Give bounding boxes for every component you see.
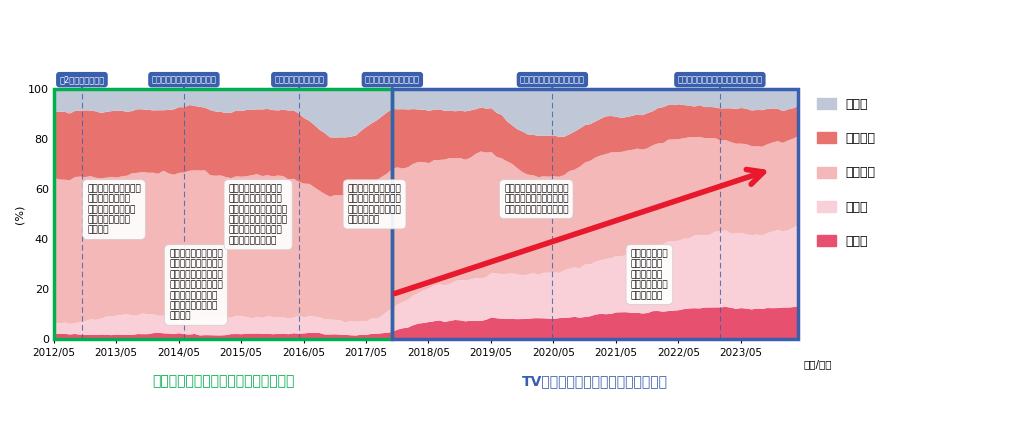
Text: 世界の景気減速懸念が広がる: 世界の景気減速懸念が広がる xyxy=(152,75,216,84)
Text: 北朝鮮問題などで顔在
化し始めた地政学的リ
スクに備えて現金等の
比率を上昇。: 北朝鮮問題などで顔在 化し始めた地政学的リ スクに備えて現金等の 比率を上昇。 xyxy=(348,184,401,224)
Text: 従来は超小型から中小型株中心の運用: 従来は超小型から中小型株中心の運用 xyxy=(152,375,294,388)
Legend: 現金等, 超小型株, 中小型株, 大型株, 海外株: 現金等, 超小型株, 中小型株, 大型株, 海外株 xyxy=(812,93,881,253)
Text: 物価上昇による米金融政策転換の影響: 物価上昇による米金融政策転換の影響 xyxy=(678,75,763,84)
Y-axis label: (%): (%) xyxy=(15,205,25,224)
Text: 日本銀行や公的年金等
の資金流入期待を背景
に、日経平均株価上昇。
大型・中小型・超小型株
のバランスを意識した
ポートフォリオに。: 日本銀行や公的年金等 の資金流入期待を背景 に、日経平均株価上昇。 大型・中小型… xyxy=(228,184,288,245)
Text: TV出演後大型株と海外株中心へ移行: TV出演後大型株と海外株中心へ移行 xyxy=(522,375,669,388)
Text: インフレによる
相場状況の変
化に対応する
ため、大型株の
比率を上昇。: インフレによる 相場状況の変 化に対応する ため、大型株の 比率を上昇。 xyxy=(631,249,669,300)
Text: 大型株主導の株式相場: 大型株主導の株式相場 xyxy=(274,75,325,84)
Text: 新型コロナウイルス感染拡
大による不確実性リスクに
備え、現金等の比率を上昇: 新型コロナウイルス感染拡 大による不確実性リスクに 備え、現金等の比率を上昇 xyxy=(504,184,568,214)
Text: 大型・中小型・超小型
株といったカテゴリー
を問わず、マクロ経済
環境に左右されにくい
独自要因で業績をあ
げられる銘柄の比率
を上昇。: 大型・中小型・超小型 株といったカテゴリー を問わず、マクロ経済 環境に左右され… xyxy=(169,249,223,321)
Text: 第2次安倍内閣発足: 第2次安倍内閣発足 xyxy=(59,75,104,84)
Text: （年/月）: （年/月） xyxy=(803,359,831,369)
Text: 地政学的リスクの顔在化: 地政学的リスクの顔在化 xyxy=(365,75,420,84)
Text: 円安・外需・大型株・
株高へと相場動向
が一変する中で、大
型株の保有比率を
高める。: 円安・外需・大型株・ 株高へと相場動向 が一変する中で、大 型株の保有比率を 高… xyxy=(87,184,141,235)
Text: 新型コロナウイルス感染拡大: 新型コロナウイルス感染拡大 xyxy=(520,75,585,84)
